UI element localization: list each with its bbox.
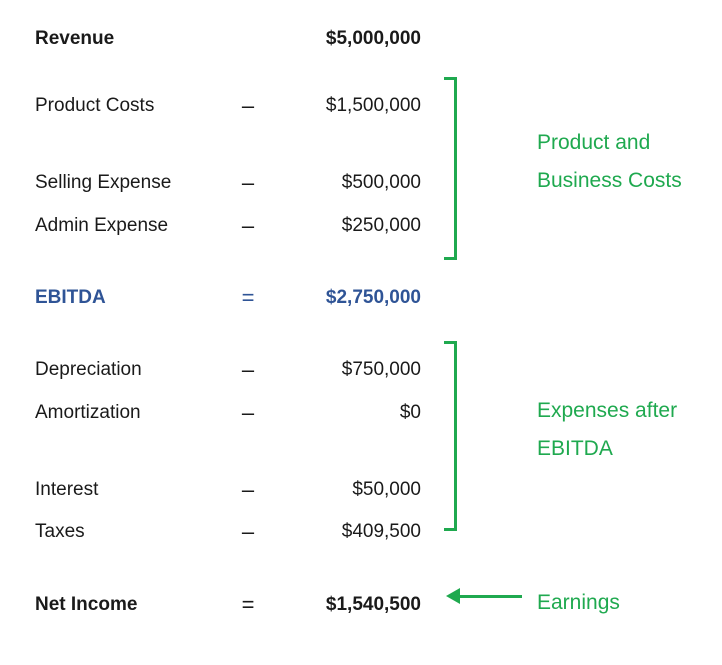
depreciation-minus: –: [241, 357, 255, 382]
costs-annotation-line2: Business Costs: [537, 169, 682, 192]
net-income-equals: =: [241, 592, 255, 617]
admin-expense-minus: –: [241, 213, 255, 238]
revenue-value: $5,000,000: [325, 28, 421, 49]
interest-label: Interest: [35, 479, 99, 500]
costs-bracket: [444, 77, 457, 260]
amortization-minus: –: [241, 400, 255, 425]
taxes-label: Taxes: [35, 521, 85, 542]
arrow-left-icon: [446, 588, 460, 604]
net-income-value: $1,540,500: [325, 594, 421, 615]
depreciation-value: $750,000: [341, 359, 421, 380]
amortization-value: $0: [399, 402, 421, 423]
product-costs-value: $1,500,000: [325, 95, 421, 116]
selling-expense-minus: –: [241, 170, 255, 195]
admin-expense-label: Admin Expense: [35, 215, 169, 236]
ebitda-equals: =: [241, 285, 255, 310]
ebitda-value: $2,750,000: [325, 287, 421, 308]
earnings-arrow-line: [458, 595, 522, 598]
expenses-bracket: [444, 341, 457, 531]
admin-expense-value: $250,000: [341, 215, 421, 236]
costs-annotation: Product and Business Costs: [537, 124, 682, 200]
expenses-annotation-line1: Expenses after: [537, 399, 678, 422]
taxes-value: $409,500: [341, 521, 421, 542]
depreciation-label: Depreciation: [35, 359, 142, 380]
taxes-minus: –: [241, 519, 255, 544]
amortization-label: Amortization: [35, 402, 141, 423]
expenses-annotation: Expenses after EBITDA: [537, 392, 677, 468]
selling-expense-label: Selling Expense: [35, 172, 172, 193]
costs-annotation-line1: Product and: [537, 131, 651, 154]
product-costs-label: Product Costs: [35, 95, 155, 116]
product-costs-minus: –: [241, 93, 255, 118]
interest-minus: –: [241, 477, 255, 502]
expenses-annotation-line2: EBITDA: [537, 437, 613, 460]
interest-value: $50,000: [352, 479, 421, 500]
ebitda-label: EBITDA: [35, 287, 106, 308]
selling-expense-value: $500,000: [341, 172, 421, 193]
revenue-label: Revenue: [35, 28, 115, 49]
net-income-label: Net Income: [35, 594, 138, 615]
earnings-annotation: Earnings: [537, 591, 620, 614]
